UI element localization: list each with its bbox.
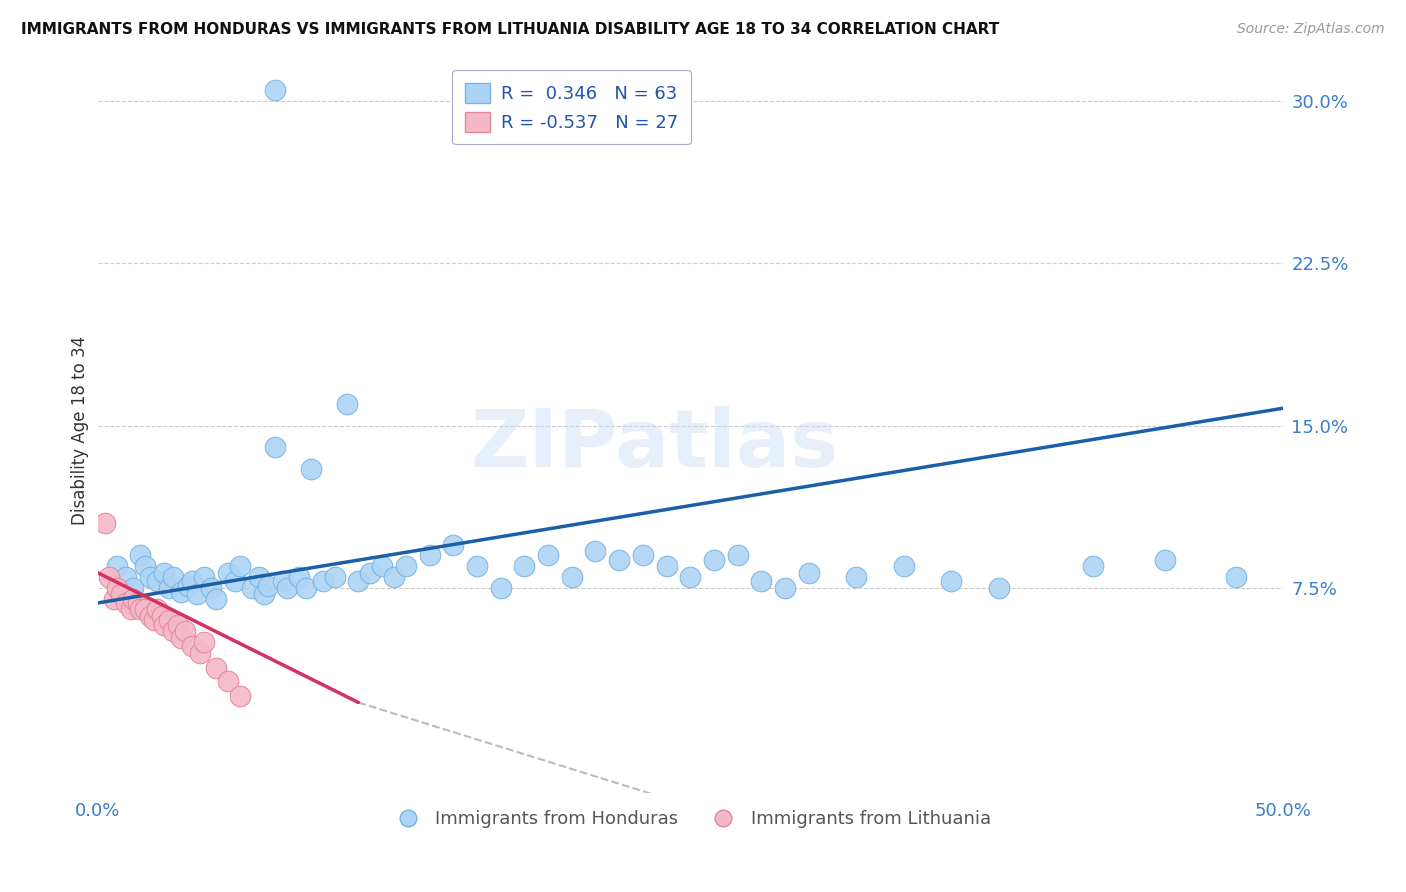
Point xyxy=(120,602,142,616)
Point xyxy=(489,581,512,595)
Point xyxy=(134,559,156,574)
Point xyxy=(153,617,176,632)
Point xyxy=(1083,559,1105,574)
Point xyxy=(347,574,370,589)
Point xyxy=(264,83,287,97)
Point xyxy=(115,570,138,584)
Point xyxy=(561,570,583,584)
Point xyxy=(146,602,169,616)
Point xyxy=(513,559,536,574)
Point xyxy=(679,570,702,584)
Point xyxy=(257,579,280,593)
Point xyxy=(299,462,322,476)
Point xyxy=(773,581,796,595)
Point xyxy=(162,624,184,638)
Point xyxy=(371,559,394,574)
Point xyxy=(240,581,263,595)
Point xyxy=(127,596,149,610)
Point xyxy=(655,559,678,574)
Point xyxy=(167,617,190,632)
Point xyxy=(205,591,228,606)
Text: Source: ZipAtlas.com: Source: ZipAtlas.com xyxy=(1237,22,1385,37)
Point xyxy=(217,673,239,688)
Point xyxy=(193,635,215,649)
Point xyxy=(418,549,440,563)
Y-axis label: Disability Age 18 to 34: Disability Age 18 to 34 xyxy=(72,336,89,525)
Point xyxy=(181,574,204,589)
Point xyxy=(157,581,180,595)
Point xyxy=(987,581,1010,595)
Point xyxy=(247,570,270,584)
Point xyxy=(146,574,169,589)
Point xyxy=(188,646,211,660)
Point xyxy=(105,559,128,574)
Point xyxy=(252,587,274,601)
Point xyxy=(224,574,246,589)
Point xyxy=(174,624,197,638)
Point xyxy=(607,552,630,566)
Point xyxy=(229,559,252,574)
Point xyxy=(264,440,287,454)
Point xyxy=(271,574,294,589)
Point xyxy=(537,549,560,563)
Text: ZIPatlas: ZIPatlas xyxy=(471,407,839,484)
Point xyxy=(797,566,820,580)
Point xyxy=(110,587,132,601)
Point xyxy=(186,587,208,601)
Point xyxy=(169,631,191,645)
Point xyxy=(105,581,128,595)
Point xyxy=(727,549,749,563)
Point xyxy=(295,581,318,595)
Point xyxy=(181,639,204,653)
Point xyxy=(276,581,298,595)
Text: IMMIGRANTS FROM HONDURAS VS IMMIGRANTS FROM LITHUANIA DISABILITY AGE 18 TO 34 CO: IMMIGRANTS FROM HONDURAS VS IMMIGRANTS F… xyxy=(21,22,1000,37)
Point xyxy=(585,544,607,558)
Point xyxy=(335,397,357,411)
Point xyxy=(1153,552,1175,566)
Point xyxy=(157,613,180,627)
Point xyxy=(382,570,405,584)
Point xyxy=(138,609,160,624)
Point xyxy=(323,570,346,584)
Point xyxy=(122,581,145,595)
Point xyxy=(845,570,868,584)
Point xyxy=(703,552,725,566)
Point xyxy=(217,566,239,580)
Point xyxy=(631,549,654,563)
Point xyxy=(359,566,381,580)
Point xyxy=(138,570,160,584)
Point xyxy=(751,574,773,589)
Point xyxy=(200,581,222,595)
Point xyxy=(229,689,252,703)
Point xyxy=(115,596,138,610)
Point xyxy=(288,570,311,584)
Point xyxy=(129,549,152,563)
Point xyxy=(465,559,488,574)
Point xyxy=(893,559,915,574)
Point xyxy=(1225,570,1247,584)
Point xyxy=(205,661,228,675)
Point xyxy=(122,591,145,606)
Point xyxy=(93,516,115,530)
Legend: Immigrants from Honduras, Immigrants from Lithuania: Immigrants from Honduras, Immigrants fro… xyxy=(382,803,998,835)
Point xyxy=(129,602,152,616)
Point xyxy=(103,591,125,606)
Point xyxy=(312,574,335,589)
Point xyxy=(941,574,963,589)
Point xyxy=(98,570,121,584)
Point xyxy=(395,559,418,574)
Point xyxy=(143,613,166,627)
Point xyxy=(176,579,198,593)
Point xyxy=(169,585,191,599)
Point xyxy=(162,570,184,584)
Point xyxy=(153,566,176,580)
Point xyxy=(193,570,215,584)
Point xyxy=(134,602,156,616)
Point xyxy=(150,609,173,624)
Point xyxy=(441,537,464,551)
